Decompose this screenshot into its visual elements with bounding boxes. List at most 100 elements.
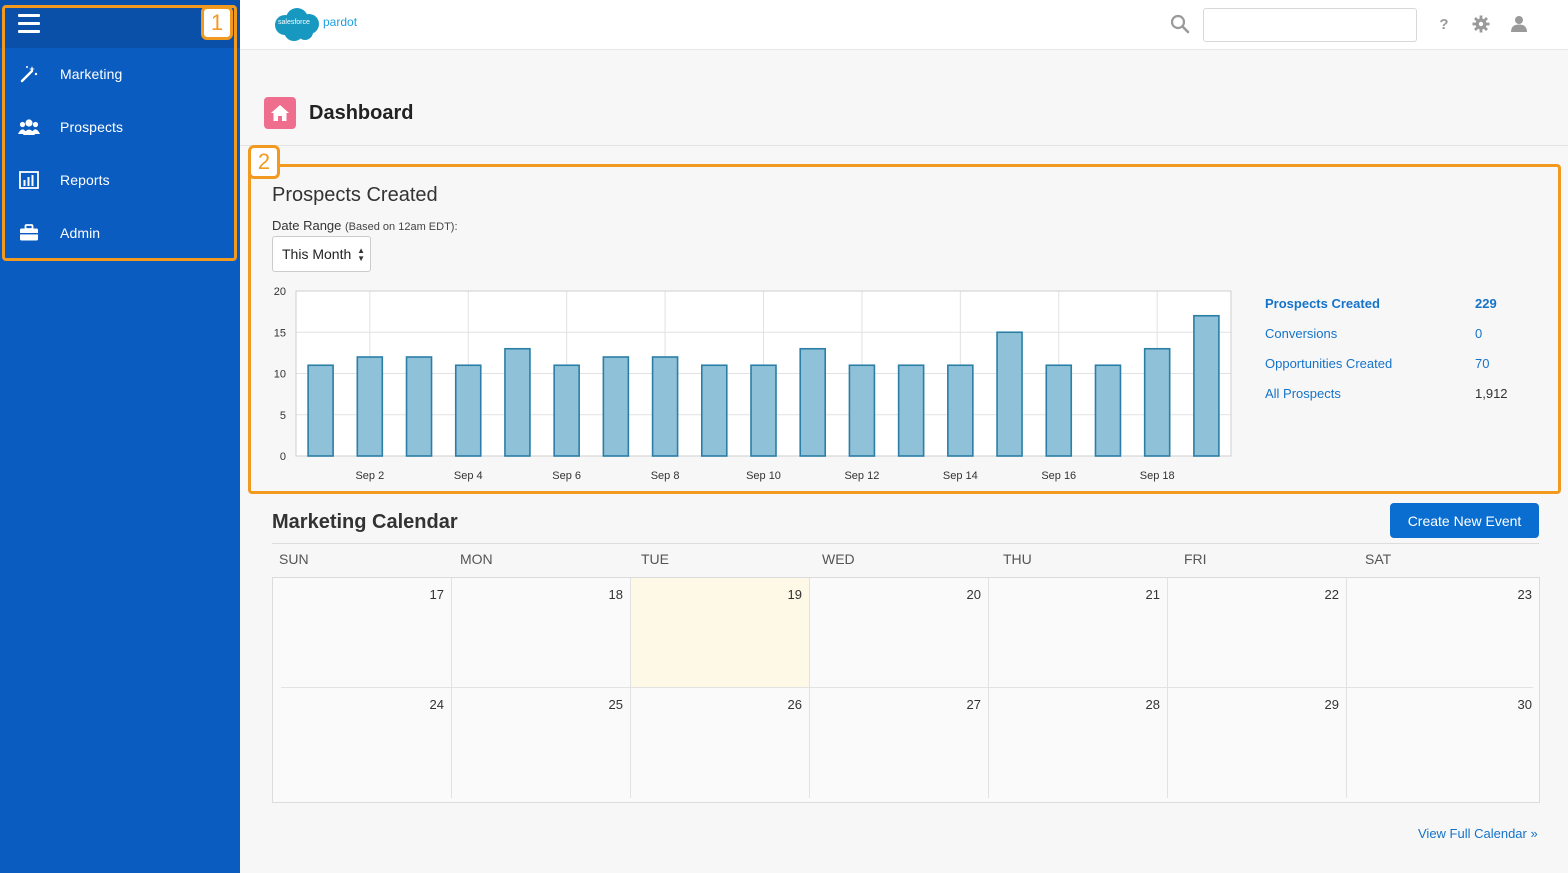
stat-name-link[interactable]: Opportunities Created xyxy=(1265,355,1393,371)
user-icon[interactable] xyxy=(1509,14,1529,34)
calendar-day-cell[interactable]: 24 xyxy=(273,688,452,798)
sidebar-item-admin[interactable]: Admin xyxy=(0,207,240,259)
divider xyxy=(240,145,1568,146)
sidebar-item-prospects[interactable]: Prospects xyxy=(0,101,240,153)
chart-x-tick-label: Sep 16 xyxy=(1041,470,1076,482)
chart-bar xyxy=(405,356,433,457)
stat-name-link[interactable]: All Prospects xyxy=(1265,385,1341,401)
calendar-grid: 17 18 19 20 21 22 23 24 25 26 27 28 29 30 xyxy=(272,577,1540,803)
chart-y-tick-label: 5 xyxy=(280,410,286,422)
calendar-day-cell[interactable]: 27 xyxy=(810,688,989,798)
stat-value: 0 xyxy=(1475,325,1483,341)
chart-x-tick-label: Sep 18 xyxy=(1140,470,1175,482)
chart-x-tick-label: Sep 12 xyxy=(844,470,879,482)
calendar-day-number: 21 xyxy=(1145,587,1160,602)
calendar-title: Marketing Calendar xyxy=(272,511,458,533)
calendar-day-header: SAT xyxy=(1365,551,1392,567)
chart-bar xyxy=(996,331,1023,457)
date-range-value: This Month xyxy=(282,246,352,262)
chart-bar xyxy=(356,356,384,457)
calendar-day-number: 30 xyxy=(1517,697,1532,712)
date-range-label: Date Range (Based on 12am EDT): xyxy=(272,218,458,233)
prospects-panel-title: Prospects Created xyxy=(272,184,438,206)
chart-x-tick-label: Sep 6 xyxy=(552,470,581,482)
chart-bar xyxy=(1045,364,1073,457)
prospect-stats: Prospects Created 229 Conversions 0 Opportun… xyxy=(1265,288,1535,408)
calendar-day-header: FRI xyxy=(1184,551,1207,567)
wand-icon xyxy=(18,63,40,85)
search-icon[interactable] xyxy=(1170,14,1192,36)
date-range-label-text: Date Range xyxy=(272,218,342,233)
calendar-day-header: THU xyxy=(1003,551,1032,567)
calendar-day-cell[interactable]: 29 xyxy=(1168,688,1347,798)
home-icon xyxy=(264,97,296,129)
bar-chart-icon xyxy=(18,169,40,191)
date-range-note: (Based on 12am EDT): xyxy=(345,221,458,233)
sidebar: Marketing Prospects Reports Admin xyxy=(0,0,240,873)
calendar-day-cell[interactable]: 22 xyxy=(1168,578,1347,687)
calendar-day-number: 20 xyxy=(966,587,981,602)
stat-row: Opportunities Created 70 xyxy=(1265,348,1535,378)
hamburger-menu-icon[interactable] xyxy=(18,14,40,34)
pardot-logo[interactable]: salesforce pardot xyxy=(272,6,372,44)
search-input[interactable] xyxy=(1203,8,1417,42)
sidebar-header xyxy=(0,0,240,48)
calendar-day-number: 25 xyxy=(608,697,623,712)
chart-bar xyxy=(947,364,974,457)
calendar-day-cell[interactable]: 28 xyxy=(989,688,1168,798)
calendar-day-number: 27 xyxy=(966,697,981,712)
calendar-day-number: 26 xyxy=(787,697,802,712)
calendar-day-header: WED xyxy=(822,551,855,567)
calendar-day-number: 29 xyxy=(1324,697,1339,712)
sidebar-item-label: Marketing xyxy=(60,66,123,82)
calendar-day-cell[interactable]: 19 xyxy=(631,578,810,687)
calendar-day-number: 23 xyxy=(1517,587,1532,602)
sidebar-item-label: Prospects xyxy=(60,119,124,135)
stat-name-link[interactable]: Prospects Created xyxy=(1265,295,1380,311)
calendar-day-cell[interactable]: 26 xyxy=(631,688,810,798)
calendar-day-cell[interactable]: 20 xyxy=(810,578,989,687)
calendar-day-cell[interactable]: 21 xyxy=(989,578,1168,687)
chart-bar xyxy=(848,364,876,457)
top-header: salesforce pardot ? xyxy=(240,0,1568,50)
calendar-day-cell[interactable]: 25 xyxy=(452,688,631,798)
chart-bar xyxy=(897,364,925,457)
chart-bar xyxy=(602,356,630,457)
salesforce-logo-text: salesforce xyxy=(278,19,310,26)
chart-bar xyxy=(799,347,827,457)
chart-y-tick-label: 20 xyxy=(274,286,286,298)
chart-bar xyxy=(1143,347,1171,457)
page-title-bar: Dashboard xyxy=(264,96,413,130)
calendar-day-header: SUN xyxy=(279,551,309,567)
calendar-day-number: 22 xyxy=(1324,587,1339,602)
create-new-event-button[interactable]: Create New Event xyxy=(1390,503,1539,538)
divider xyxy=(272,543,1539,544)
calendar-day-cell[interactable]: 23 xyxy=(1347,578,1539,687)
chart-bar xyxy=(651,356,679,457)
view-full-calendar-link[interactable]: View Full Calendar » xyxy=(1418,826,1538,841)
chart-x-tick-label: Sep 2 xyxy=(355,470,384,482)
sidebar-item-label: Reports xyxy=(60,172,110,188)
calendar-day-number: 19 xyxy=(787,587,802,602)
chart-bar xyxy=(307,364,334,457)
chart-x-tick-label: Sep 14 xyxy=(943,470,978,482)
calendar-row-divider xyxy=(281,687,1533,688)
calendar-day-header: TUE xyxy=(641,551,669,567)
gear-icon[interactable] xyxy=(1471,14,1491,34)
calendar-day-cell[interactable]: 30 xyxy=(1347,688,1539,798)
stat-row: Conversions 0 xyxy=(1265,318,1535,348)
people-icon xyxy=(18,116,40,138)
calendar-day-number: 17 xyxy=(429,587,444,602)
date-range-select[interactable]: This Month ▲ ▼ xyxy=(272,236,371,272)
help-icon[interactable]: ? xyxy=(1439,15,1449,33)
calendar-day-cell[interactable]: 18 xyxy=(452,578,631,687)
stat-name-link[interactable]: Conversions xyxy=(1265,325,1338,341)
sidebar-item-label: Admin xyxy=(60,225,101,241)
sidebar-item-reports[interactable]: Reports xyxy=(0,154,240,206)
chart-bar xyxy=(454,364,482,457)
chart-x-tick-label: Sep 4 xyxy=(454,470,483,482)
chart-y-tick-label: 0 xyxy=(280,451,286,463)
calendar-day-cell[interactable]: 17 xyxy=(273,578,452,687)
sidebar-item-marketing[interactable]: Marketing xyxy=(0,48,240,100)
calendar-day-number: 24 xyxy=(429,697,444,712)
